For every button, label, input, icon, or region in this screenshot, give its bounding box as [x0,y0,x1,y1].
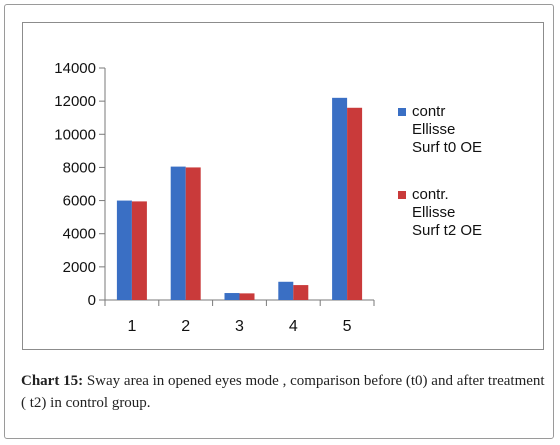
bar-t0 [224,293,240,300]
caption-text: Sway area in opened eyes mode , comparis… [21,373,545,411]
bar-t2 [185,167,201,300]
bar-t2 [293,285,309,300]
legend-label-t2: contr. Ellisse Surf t2 OE [412,186,482,240]
legend-label-t0: contr Ellisse Surf t0 OE [412,103,482,157]
legend-line: contr. [412,186,449,203]
bar-t2 [131,201,147,300]
y-tick-label: 14000 [54,60,96,77]
y-tick-label: 6000 [63,193,96,210]
y-tick-label: 12000 [54,93,96,110]
bar-t2 [239,293,255,300]
legend-line: Ellisse [412,204,456,221]
bar-t0 [278,281,294,300]
bar-chart: 0 2000 4000 6000 8000 10000 12000 14000 1 2 3 4 5 [54,60,375,335]
caption-label: Chart 15: [21,373,84,389]
bar-t2 [347,107,363,301]
bar-t0 [116,200,132,300]
legend-swatch-t0 [398,108,406,116]
bar-t0 [332,97,348,300]
y-tick-label: 0 [88,292,96,309]
bar-t0 [170,166,186,300]
figure-frame: 0 2000 4000 6000 8000 10000 12000 14000 1 2 3 4 5 co… [4,4,554,439]
legend-line: Surf t0 OE [412,139,483,156]
legend-line: Surf t2 OE [412,222,483,239]
y-tick-label: 8000 [63,159,96,176]
x-tick-label: 4 [289,318,298,335]
legend-line: contr [412,103,446,120]
y-tick-label: 2000 [63,259,96,276]
x-tick-label: 1 [127,318,136,335]
legend-swatch-t2 [398,191,406,199]
y-tick-label: 10000 [54,126,96,143]
x-tick-label: 2 [181,318,190,335]
chart-area: 0 2000 4000 6000 8000 10000 12000 14000 1 2 3 4 5 co… [22,22,544,350]
legend-line: Ellisse [412,121,456,138]
figure-caption: Chart 15: Sway area in opened eyes mode … [21,370,551,414]
x-tick-label: 5 [343,318,352,335]
y-tick-label: 4000 [63,226,96,243]
x-tick-label: 3 [235,318,244,335]
